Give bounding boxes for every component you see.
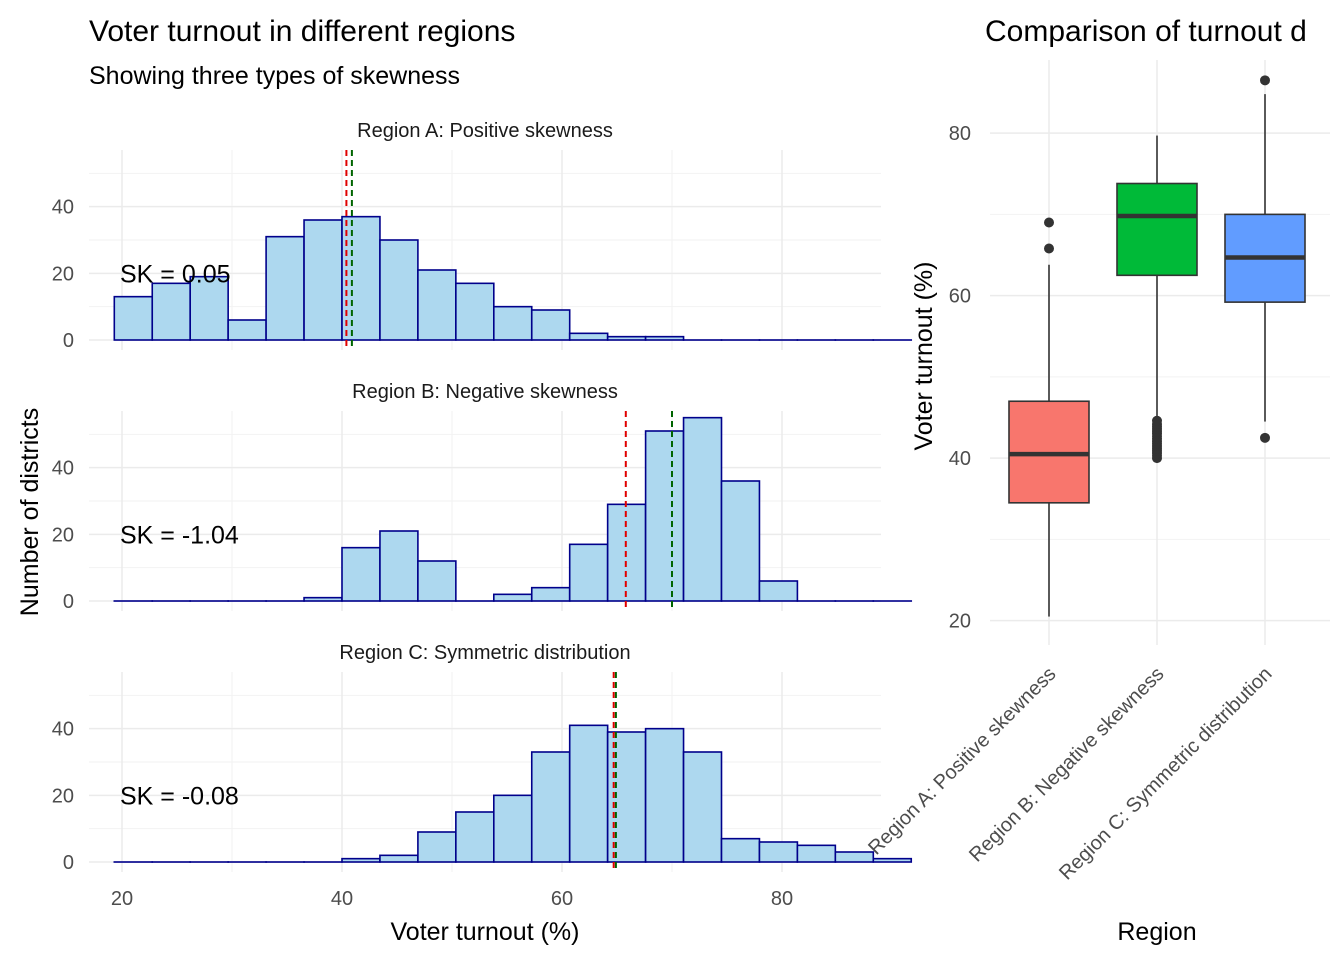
histogram-bar — [189, 275, 229, 341]
histogram-bar — [341, 857, 381, 863]
panel-strip-label: Region C: Symmetric distribution — [339, 642, 630, 664]
histogram-bar — [227, 319, 267, 341]
x-tick-label: 60 — [551, 888, 573, 910]
panel-strip-label: Region B: Negative skewness — [352, 381, 618, 403]
histogram-bar — [644, 727, 685, 863]
histogram-bar — [492, 593, 533, 602]
category-tick-label: Region C: Symmetric distribution — [1055, 663, 1276, 884]
box-group — [1224, 75, 1306, 443]
box-body — [1116, 182, 1198, 277]
y-tick-label: 80 — [949, 123, 971, 145]
histogram-bar — [796, 844, 837, 863]
histogram-bar — [265, 235, 305, 341]
y-tick-label: 40 — [52, 197, 74, 219]
histogram-bar — [834, 851, 875, 863]
category-tick-label: Region A: Positive skewness — [864, 663, 1060, 859]
boxplot-title: Comparison of turnout d — [985, 15, 1307, 48]
histogram-bar — [417, 831, 457, 863]
skewness-annotation: SK = 0.05 — [120, 260, 231, 288]
y-tick-label: 20 — [949, 611, 971, 633]
box-group — [1008, 217, 1090, 617]
histogram-bar — [303, 596, 343, 602]
boxplot-panel: 20 40 60 80 Region A: Positive skewnessRegio… — [864, 60, 1330, 884]
histogram-bar — [606, 335, 647, 341]
histogram-bar — [758, 841, 799, 863]
histogram-bar — [455, 811, 495, 863]
skewness-annotation: SK = -1.04 — [120, 521, 239, 549]
histogram-bar — [758, 580, 799, 602]
histogram-subtitle: Showing three types of skewness — [89, 62, 460, 90]
histogram-bar — [682, 416, 723, 602]
histogram-bar — [530, 751, 571, 863]
histogram-bar — [151, 282, 192, 341]
histogram-bar — [455, 282, 495, 341]
x-tick-label: 40 — [331, 888, 353, 910]
histogram-bar — [492, 794, 533, 863]
skewness-annotation: SK = -0.08 — [120, 782, 239, 810]
outlier-point — [1260, 75, 1270, 86]
y-tick-label: 40 — [52, 719, 74, 741]
boxplot-x-axis-label: Region — [1117, 918, 1196, 946]
histogram-bar — [492, 305, 533, 341]
histogram-bar — [568, 332, 609, 341]
histogram-bar — [872, 857, 913, 863]
histogram-bar — [568, 724, 609, 863]
histogram-title: Voter turnout in different regions — [89, 15, 515, 48]
histogram-panel: Region B: Negative skewness 0 20 40 SK = -1.… — [52, 381, 913, 613]
histogram-bar — [644, 335, 685, 341]
y-tick-label: 60 — [949, 286, 971, 308]
y-tick-label: 40 — [949, 448, 971, 470]
histogram-y-axis-label: Number of districts — [16, 408, 44, 616]
histogram-bar — [568, 543, 609, 602]
x-tick-label: 20 — [111, 888, 133, 910]
histogram-bar — [303, 219, 343, 341]
y-tick-label: 20 — [52, 263, 74, 285]
histogram-bar — [341, 215, 381, 341]
histogram-bar — [113, 295, 154, 341]
histogram-bar — [379, 239, 419, 341]
boxplot-y-axis-label: Voter turnout (%) — [910, 262, 938, 451]
outlier-point — [1260, 432, 1270, 443]
x-tick-label: 80 — [771, 888, 793, 910]
histogram-bar — [417, 560, 457, 602]
histogram-bar — [341, 546, 381, 602]
histogram-x-axis: 20 40 60 80 — [111, 888, 793, 910]
y-tick-label: 20 — [52, 524, 74, 546]
histogram-x-axis-label: Voter turnout (%) — [391, 918, 580, 946]
box-group — [1116, 135, 1198, 464]
y-tick-label: 0 — [63, 852, 74, 874]
histogram-bar — [644, 430, 685, 602]
y-tick-label: 40 — [52, 458, 74, 480]
y-tick-label: 0 — [63, 330, 74, 352]
histogram-bar — [379, 530, 419, 602]
histogram-bar — [530, 586, 571, 602]
histogram-bar — [379, 854, 419, 863]
histogram-panel: Region C: Symmetric distribution 0 20 40 SK … — [52, 642, 913, 874]
outlier-point — [1044, 217, 1054, 228]
y-tick-label: 20 — [52, 785, 74, 807]
histogram-bar — [530, 309, 571, 341]
histogram-panel: Region A: Positive skewness 0 20 40 SK = 0.0… — [52, 120, 913, 352]
histogram-panels: Region A: Positive skewness 0 20 40 SK = 0.0… — [52, 120, 913, 874]
histogram-bar — [417, 269, 457, 341]
y-tick-label: 0 — [63, 591, 74, 613]
category-tick-label: Region B: Negative skewness — [965, 663, 1168, 866]
histogram-bar — [720, 480, 761, 602]
histogram-bar — [682, 751, 723, 863]
outlier-point — [1044, 243, 1054, 254]
histogram-bar — [720, 837, 761, 863]
outlier-point — [1152, 415, 1162, 426]
panel-strip-label: Region A: Positive skewness — [357, 120, 613, 142]
